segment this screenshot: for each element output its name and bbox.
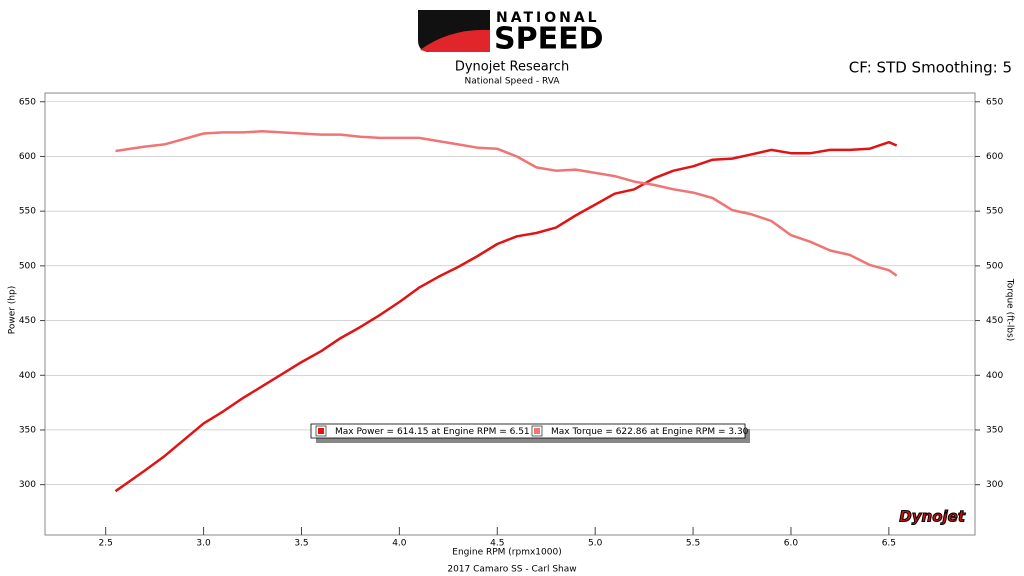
plot-area bbox=[44, 92, 976, 536]
x-tick-label: 4.0 bbox=[392, 539, 407, 549]
y-tick-label: 550 bbox=[19, 207, 36, 217]
y2-tick-label: 400 bbox=[986, 371, 1003, 381]
y-tick-label: 500 bbox=[19, 261, 36, 271]
y-tick-label: 450 bbox=[19, 316, 36, 326]
footer: 2017 Camaro SS - Carl Shaw bbox=[447, 565, 576, 575]
y2-tick-label: 300 bbox=[986, 480, 1003, 490]
x-tick-label: 6.0 bbox=[784, 539, 799, 549]
x-axis-label: Engine RPM (rpmx1000) bbox=[452, 548, 561, 558]
corner-note: CF: STD Smoothing: 5 bbox=[849, 59, 1012, 77]
chart-title: Dynojet Research bbox=[455, 60, 569, 75]
y-tick-label: 650 bbox=[19, 97, 36, 107]
y2-tick-label: 500 bbox=[986, 261, 1003, 271]
x-tick-label: 5.0 bbox=[588, 539, 603, 549]
series-line bbox=[115, 130, 898, 277]
y2-tick-label: 550 bbox=[986, 207, 1003, 217]
y2-tick-label: 650 bbox=[986, 97, 1003, 107]
y-tick-label: 300 bbox=[19, 480, 36, 490]
y-tick-label: 600 bbox=[19, 152, 36, 162]
y-tick-label: 350 bbox=[19, 425, 36, 435]
legend-label: Max Torque = 622.86 at Engine RPM = 3.30 bbox=[551, 427, 749, 437]
legend-swatch-fill bbox=[534, 428, 540, 434]
legend bbox=[310, 423, 746, 439]
logo: NATIONAL SPEED bbox=[418, 10, 603, 57]
x-tick-label: 3.0 bbox=[196, 539, 211, 549]
y2-axis-label: Torque (ft-lbs) bbox=[1005, 278, 1015, 342]
legend-label: Max Power = 614.15 at Engine RPM = 6.51 bbox=[335, 427, 530, 437]
x-tick-label: 3.5 bbox=[294, 539, 308, 549]
y2-tick-label: 350 bbox=[986, 425, 1003, 435]
chart-subtitle: National Speed - RVA bbox=[464, 77, 560, 87]
series-line bbox=[114, 140, 898, 493]
x-tick-label: 2.5 bbox=[99, 539, 113, 549]
legend-swatch-fill bbox=[318, 428, 324, 434]
logo-swoosh bbox=[420, 29, 490, 52]
x-tick-label: 5.5 bbox=[686, 539, 700, 549]
logo-bottom: SPEED bbox=[494, 22, 603, 57]
y2-tick-label: 600 bbox=[986, 152, 1003, 162]
y-tick-label: 400 bbox=[19, 371, 36, 381]
watermark: Dynojet bbox=[899, 508, 966, 526]
x-tick-label: 4.5 bbox=[490, 539, 504, 549]
y2-tick-label: 450 bbox=[986, 316, 1003, 326]
x-tick-label: 6.5 bbox=[882, 539, 896, 549]
logo-top: NATIONAL bbox=[496, 10, 600, 26]
y-axis-label: Power (hp) bbox=[8, 286, 18, 335]
